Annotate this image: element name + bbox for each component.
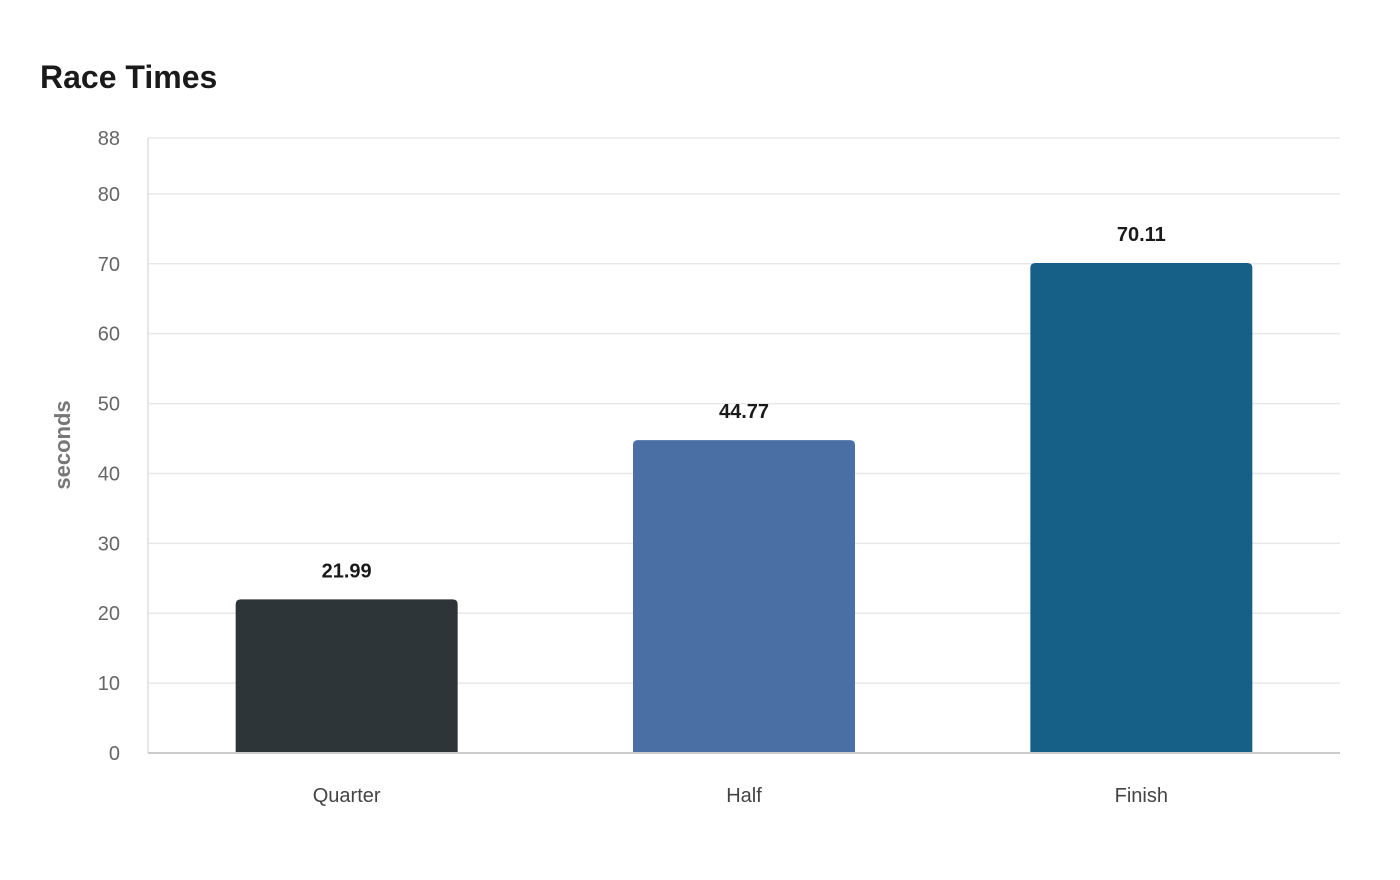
y-tick-label: 20 bbox=[98, 603, 120, 625]
y-tick-label: 60 bbox=[98, 324, 120, 346]
x-tick-label-quarter: Quarter bbox=[313, 785, 381, 807]
value-labels: 21.99 44.77 70.11 bbox=[322, 224, 1166, 582]
bar-finish bbox=[1030, 263, 1253, 753]
bars bbox=[235, 263, 1253, 753]
value-label-quarter: 21.99 bbox=[322, 560, 372, 582]
chart-title: Race Times bbox=[40, 59, 218, 95]
y-axis-title: seconds bbox=[50, 400, 75, 489]
y-tick-label: 0 bbox=[109, 743, 120, 765]
bar-quarter bbox=[235, 599, 458, 753]
y-tick-labels: 0 10 20 30 40 50 60 70 80 88 bbox=[98, 128, 120, 765]
x-tick-label-half: Half bbox=[726, 785, 762, 807]
y-tick-label: 10 bbox=[98, 673, 120, 695]
x-tick-label-finish: Finish bbox=[1115, 785, 1168, 807]
bar-half bbox=[633, 440, 855, 753]
y-tick-label: 80 bbox=[98, 184, 120, 206]
y-tick-label: 30 bbox=[98, 533, 120, 555]
y-tick-label: 70 bbox=[98, 254, 120, 276]
y-tick-label: 88 bbox=[98, 128, 120, 150]
y-tick-label: 40 bbox=[98, 463, 120, 485]
axes bbox=[147, 138, 1340, 754]
x-tick-labels: Quarter Half Finish bbox=[313, 785, 1168, 807]
y-tick-label: 50 bbox=[98, 394, 120, 416]
value-label-finish: 70.11 bbox=[1117, 224, 1166, 246]
value-label-half: 44.77 bbox=[719, 401, 769, 423]
